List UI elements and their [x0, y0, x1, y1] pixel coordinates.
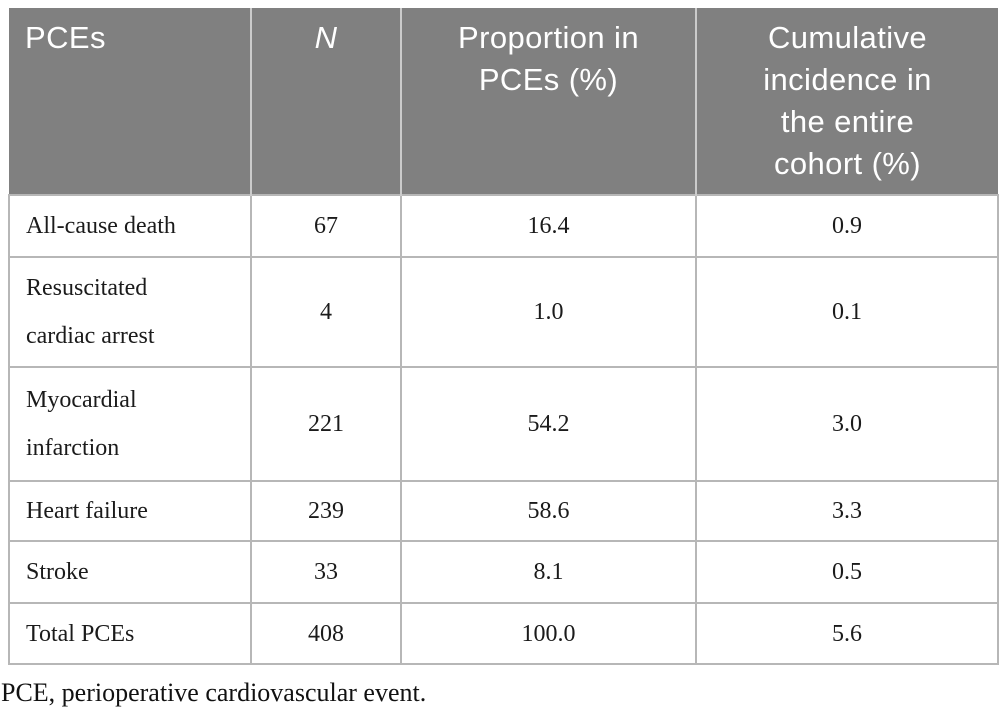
- cell-proportion: 8.1: [400, 540, 697, 604]
- cell-cumulative: 3.3: [695, 480, 999, 542]
- cell-cumulative: 0.9: [695, 194, 999, 258]
- pce-results-table: PCEs N Proportion in PCEs (%) Cumulative…: [8, 8, 999, 665]
- cell-n: 67: [250, 194, 402, 258]
- table-header-row: PCEs N Proportion in PCEs (%) Cumulative…: [9, 8, 998, 195]
- table-row: Resuscitated cardiac arrest 4 1.0 0.1: [8, 256, 999, 368]
- header-cell-n: N: [250, 8, 401, 195]
- cell-pce-name: All-cause death: [8, 194, 252, 258]
- cell-pce-name: Stroke: [8, 540, 252, 604]
- table-row: Total PCEs 408 100.0 5.6: [8, 602, 999, 665]
- cell-n: 4: [250, 256, 402, 368]
- table-container: PCEs N Proportion in PCEs (%) Cumulative…: [8, 8, 999, 665]
- cell-n: 239: [250, 480, 402, 542]
- header-cell-proportion: Proportion in PCEs (%): [400, 8, 696, 195]
- cell-cumulative: 0.5: [695, 540, 999, 604]
- table-row: All-cause death 67 16.4 0.9: [8, 194, 999, 258]
- table-footnote: PCE, perioperative cardiovascular event.: [1, 678, 427, 707]
- cell-cumulative: 0.1: [695, 256, 999, 368]
- cell-n: 221: [250, 366, 402, 482]
- cell-proportion: 100.0: [400, 602, 697, 665]
- cell-n: 33: [250, 540, 402, 604]
- table-row: Stroke 33 8.1 0.5: [8, 540, 999, 604]
- header-cell-cumulative: Cumulative incidence in the entire cohor…: [695, 8, 998, 195]
- cell-proportion: 1.0: [400, 256, 697, 368]
- cell-proportion: 54.2: [400, 366, 697, 482]
- cell-proportion: 58.6: [400, 480, 697, 542]
- cell-cumulative: 3.0: [695, 366, 999, 482]
- cell-cumulative: 5.6: [695, 602, 999, 665]
- cell-n: 408: [250, 602, 402, 665]
- cell-pce-name: Myocardial infarction: [8, 366, 252, 482]
- cell-pce-name: Resuscitated cardiac arrest: [8, 256, 252, 368]
- cell-proportion: 16.4: [400, 194, 697, 258]
- table-row: Myocardial infarction 221 54.2 3.0: [8, 366, 999, 482]
- cell-pce-name: Total PCEs: [8, 602, 252, 665]
- cell-pce-name: Heart failure: [8, 480, 252, 542]
- table-row: Heart failure 239 58.6 3.3: [8, 480, 999, 542]
- header-cell-pces: PCEs: [9, 8, 251, 195]
